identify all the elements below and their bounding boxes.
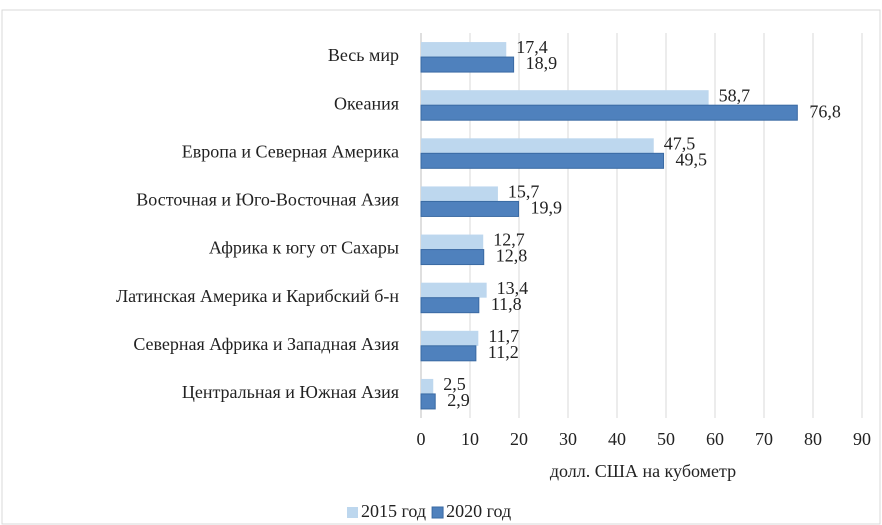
- data-label: 47,5: [664, 133, 696, 153]
- bar: [421, 42, 507, 58]
- data-label: 18,9: [526, 53, 558, 73]
- bar: [421, 330, 479, 346]
- bar: [420, 56, 515, 73]
- x-axis-title: долл. США на кубометр: [550, 461, 736, 481]
- bar: [420, 200, 520, 217]
- data-label: 11,7: [488, 326, 519, 346]
- bar: [421, 138, 654, 154]
- x-tick-label: 20: [510, 429, 528, 449]
- bar: [420, 297, 480, 314]
- data-label: 2,9: [447, 390, 470, 410]
- data-label: 12,7: [493, 230, 524, 250]
- data-label: 12,8: [496, 246, 527, 266]
- data-label: 58,7: [719, 85, 751, 105]
- x-tick-label: 80: [804, 429, 822, 449]
- x-tick-label: 90: [853, 429, 871, 449]
- y-tick-label: Европа и Северная Америка: [182, 141, 399, 161]
- bar: [420, 345, 477, 362]
- data-label: 13,4: [497, 278, 529, 298]
- y-tick-label: Центральная и Южная Азия: [182, 382, 399, 402]
- bar: [421, 378, 434, 394]
- y-tick-label: Северная Африка и Западная Азия: [133, 334, 399, 354]
- y-tick-label: Африка к югу от Сахары: [209, 238, 399, 258]
- data-label: 17,4: [516, 37, 548, 57]
- y-tick-label: Латинская Америка и Карибский б-н: [116, 286, 399, 306]
- data-label: 11,2: [488, 342, 519, 362]
- y-tick-label: Весь мир: [328, 45, 399, 65]
- bar: [421, 282, 487, 298]
- data-label: 76,8: [809, 101, 841, 121]
- x-tick-label: 10: [461, 429, 479, 449]
- bar: [421, 186, 498, 202]
- data-label: 2,5: [443, 374, 466, 394]
- x-tick-label: 40: [608, 429, 626, 449]
- data-label: 15,7: [508, 182, 540, 202]
- bar: [420, 104, 798, 121]
- bar: [421, 234, 484, 250]
- bar: [420, 393, 436, 410]
- bar: [421, 90, 709, 106]
- y-tick-label: Океания: [334, 93, 399, 113]
- bar: [420, 152, 665, 169]
- legend-swatch: [347, 507, 358, 518]
- x-tick-label: 50: [657, 429, 675, 449]
- y-tick-label: Восточная и Юго-Восточная Азия: [136, 190, 399, 210]
- legend-label: 2015 год: [361, 501, 426, 521]
- x-tick-label: 70: [755, 429, 773, 449]
- legend-label: 2020 год: [446, 501, 511, 521]
- data-label: 19,9: [531, 198, 563, 218]
- x-tick-label: 0: [417, 429, 426, 449]
- x-tick-label: 60: [706, 429, 724, 449]
- x-tick-label: 30: [559, 429, 577, 449]
- bar: [420, 249, 485, 266]
- legend-swatch: [431, 506, 444, 519]
- data-label: 49,5: [676, 149, 708, 169]
- data-label: 11,8: [491, 294, 522, 314]
